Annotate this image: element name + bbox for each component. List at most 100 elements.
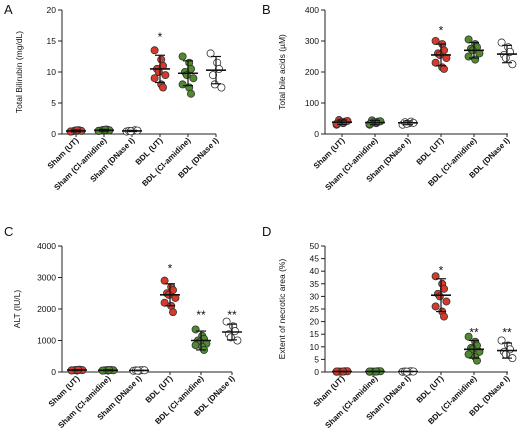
data-point xyxy=(464,35,473,44)
group-3 xyxy=(122,126,142,136)
y-tick-label: 25 xyxy=(310,304,320,314)
y-tick-label: 1000 xyxy=(37,336,56,346)
y-tick-label: 5 xyxy=(314,354,319,364)
panel-letter: A xyxy=(4,2,13,17)
y-tick-label: 4000 xyxy=(37,241,56,251)
group-5 xyxy=(191,325,211,354)
y-axis-title: Total bile acids (µM) xyxy=(277,34,287,110)
y-tick-label: 400 xyxy=(305,5,319,15)
data-point xyxy=(150,74,159,83)
category-label: BDL (Cl-amidine) xyxy=(140,136,192,188)
data-point xyxy=(365,120,374,129)
data-point xyxy=(160,298,169,307)
group-1 xyxy=(332,116,352,129)
y-axis-title: ALT (IU/L) xyxy=(12,290,22,329)
group-4 xyxy=(160,276,180,317)
significance-marker: * xyxy=(439,24,444,38)
data-point xyxy=(431,37,440,46)
data-point xyxy=(178,52,187,61)
group-6 xyxy=(497,38,517,69)
group-4 xyxy=(431,272,451,321)
data-point xyxy=(150,46,159,55)
significance-marker: * xyxy=(439,264,444,278)
data-point xyxy=(464,350,473,359)
data-point xyxy=(210,80,219,89)
data-point xyxy=(217,83,226,92)
data-point xyxy=(161,71,170,80)
y-axis-title: Total Bilirubin (mg/dL) xyxy=(14,31,24,113)
group-2 xyxy=(94,125,114,135)
group-4 xyxy=(431,37,451,73)
data-point xyxy=(501,350,510,359)
data-point xyxy=(158,83,167,92)
y-tick-label: 2000 xyxy=(37,304,56,314)
data-point xyxy=(439,312,448,321)
data-point xyxy=(431,272,440,281)
category-label: BDL (UT) xyxy=(144,374,175,405)
data-point xyxy=(501,54,510,63)
group-5 xyxy=(464,332,484,365)
panel-b: B 0 100 200 300 400 Total bile acids (µM) Sham … xyxy=(262,2,517,192)
category-label: Sham (Cl-amidine) xyxy=(56,374,112,430)
data-point xyxy=(464,52,473,61)
data-point xyxy=(431,302,440,311)
y-axis-title: Extent of necrotic area (%) xyxy=(277,259,287,360)
significance-marker: ** xyxy=(502,325,512,339)
group-1 xyxy=(332,367,352,376)
panel-letter: B xyxy=(262,2,271,17)
group-2 xyxy=(98,365,118,375)
y-tick-label: 5 xyxy=(51,98,56,108)
data-point xyxy=(160,276,169,285)
panel-d: D 0 5 10 15 20 25 30 35 40 45 50 Extent of necrotic … xyxy=(262,224,517,430)
data-point xyxy=(464,332,473,341)
y-tick-label: 0 xyxy=(51,129,56,139)
data-point xyxy=(168,308,177,317)
data-point xyxy=(471,55,480,64)
y-tick-label: 50 xyxy=(310,241,320,251)
significance-marker: ** xyxy=(469,325,479,339)
data-point xyxy=(332,119,341,128)
y-tick-label: 35 xyxy=(310,279,320,289)
category-label: Sham (UT) xyxy=(312,136,347,171)
y-tick-label: 0 xyxy=(51,367,56,377)
data-point xyxy=(442,297,451,306)
panel-letter: C xyxy=(4,224,13,239)
data-point xyxy=(233,336,242,345)
y-tick-label: 100 xyxy=(305,98,319,108)
group-2 xyxy=(365,116,385,129)
y-tick-label: 20 xyxy=(47,5,57,15)
data-point xyxy=(178,80,187,89)
y-tick-label: 300 xyxy=(305,36,319,46)
significance-marker: ** xyxy=(227,308,237,322)
y-tick-label: 15 xyxy=(310,329,320,339)
significance-marker: ** xyxy=(196,308,206,322)
significance-marker: * xyxy=(158,30,163,44)
data-point xyxy=(191,325,200,334)
data-point xyxy=(472,356,481,365)
y-tick-label: 30 xyxy=(310,291,320,301)
group-3 xyxy=(398,367,418,376)
y-tick-label: 40 xyxy=(310,266,320,276)
data-point xyxy=(189,74,198,83)
group-1 xyxy=(66,126,86,136)
panel-letter: D xyxy=(262,224,271,239)
group-5 xyxy=(464,35,484,64)
data-point xyxy=(508,60,517,69)
data-point xyxy=(435,292,444,301)
group-6 xyxy=(497,336,517,363)
category-label: Sham (UT) xyxy=(312,374,347,409)
y-tick-label: 20 xyxy=(310,317,320,327)
category-label: Sham (Cl-amidine) xyxy=(52,136,108,192)
significance-marker: * xyxy=(168,261,173,275)
y-tick-label: 10 xyxy=(47,67,57,77)
group-6 xyxy=(222,317,242,345)
data-point xyxy=(497,336,506,345)
data-point xyxy=(497,38,506,47)
group-1 xyxy=(67,365,87,375)
group-3 xyxy=(398,117,418,129)
data-point xyxy=(431,58,440,67)
group-4 xyxy=(150,46,170,92)
data-point xyxy=(206,49,215,58)
